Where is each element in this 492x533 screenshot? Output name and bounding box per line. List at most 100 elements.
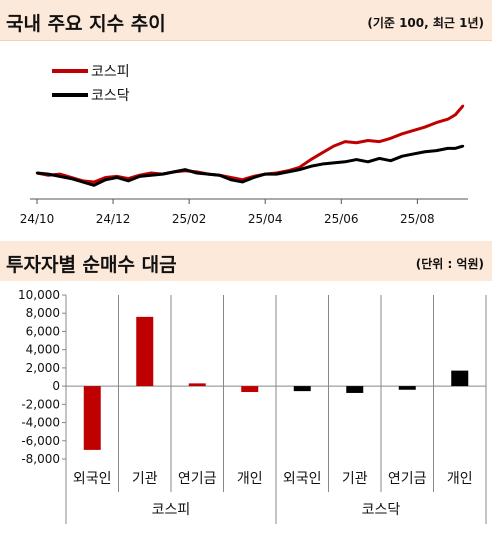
series-point (461, 104, 465, 107)
x-tick-label: 25/08 (400, 212, 435, 226)
series-point (423, 150, 427, 153)
series-point (366, 160, 370, 163)
y-tick-label: 2,000 (26, 361, 60, 375)
y-tick-label: -4,000 (21, 416, 60, 430)
series-point (355, 141, 358, 144)
series-point (104, 178, 107, 181)
series-point (412, 152, 415, 156)
x-tick-label: 25/02 (172, 212, 207, 226)
bar-5 (346, 386, 364, 393)
category-label: 연기금 (388, 471, 427, 487)
series-point (35, 171, 39, 175)
group-label: 코스피 (152, 502, 191, 518)
section-note-net-buying: (단위 : 억원) (415, 257, 484, 271)
series-point (332, 161, 335, 165)
series-point (172, 170, 176, 174)
section-note-index-trend: (기준 100, 최근 1년) (367, 16, 484, 30)
group-label: 코스닥 (362, 502, 401, 518)
series-point (206, 172, 210, 176)
y-tick-label: 0 (52, 379, 60, 393)
y-tick-label: -8,000 (21, 452, 60, 466)
header-bar-net-buying: 투자자별 순매수 대금 (단위 : 억원) (0, 241, 492, 281)
series-point (461, 144, 465, 148)
series-point (321, 162, 324, 166)
section-title-index-trend: 국내 주요 지수 추이 (6, 13, 166, 35)
series-point (343, 140, 347, 143)
category-label: 외국인 (73, 471, 112, 487)
series-point (454, 147, 457, 150)
net-buying-bar-chart: 10,000 8,000 6,000 4,000 2,000 0 -2,000 -4,000 -… (18, 288, 487, 524)
category-label: 기관 (132, 471, 158, 487)
series-point (252, 176, 256, 179)
series-point (264, 172, 267, 176)
series-point (47, 172, 50, 176)
series-point (321, 151, 324, 155)
x-tick-label: 25/06 (324, 212, 359, 226)
series-point (435, 121, 438, 124)
bar-3 (241, 386, 259, 393)
series-point (332, 144, 335, 148)
series-point (378, 157, 381, 160)
series-point (229, 178, 233, 181)
category-label: 개인 (447, 471, 473, 487)
series-point (400, 132, 404, 135)
x-tick-label: 24/10 (20, 212, 55, 226)
series-point (92, 184, 96, 187)
x-tick-label: 24/12 (96, 212, 131, 226)
bar-6 (398, 386, 416, 390)
series-point (412, 129, 415, 132)
series-point (286, 170, 290, 174)
x-tick-label: 25/04 (248, 212, 283, 226)
legend-label: 코스피 (91, 64, 130, 80)
series-point (149, 174, 153, 177)
category-label: 기관 (342, 471, 368, 487)
category-label: 개인 (237, 471, 263, 487)
series-point (184, 168, 187, 171)
series-point (58, 175, 62, 178)
series-point (400, 155, 404, 158)
bar-1 (136, 316, 154, 387)
series-point (241, 180, 244, 184)
legend-label: 코스닥 (91, 88, 130, 104)
series-point (309, 158, 313, 161)
series-point (389, 159, 392, 162)
series-point (446, 147, 449, 150)
series-point (115, 176, 119, 179)
series-point (435, 149, 438, 152)
series-point (70, 177, 73, 180)
series-point (127, 179, 130, 183)
series-point (389, 137, 392, 140)
series-point (161, 172, 164, 176)
series-point (195, 171, 198, 175)
y-tick-label: -6,000 (21, 434, 60, 448)
header-bar-index-trend: 국내 주요 지수 추이 (기준 100, 최근 1년) (0, 0, 492, 41)
series-point (138, 175, 141, 178)
y-tick-label: 10,000 (18, 288, 60, 302)
series-point (378, 140, 381, 143)
series-point (81, 180, 84, 184)
series-point (423, 125, 427, 129)
series-point (355, 158, 358, 161)
series-point (298, 168, 301, 171)
series-point (454, 113, 457, 116)
bar-4 (293, 386, 311, 392)
series-point (366, 139, 370, 142)
bar-7 (451, 370, 469, 387)
bar-0 (83, 386, 101, 450)
y-tick-label: 4,000 (26, 343, 60, 357)
series-point (218, 174, 221, 177)
series-point (275, 172, 278, 176)
y-tick-label: 8,000 (26, 306, 60, 320)
category-label: 연기금 (178, 471, 217, 487)
series-point (149, 171, 153, 175)
category-label: 외국인 (283, 471, 322, 487)
y-tick-label: -2,000 (21, 397, 60, 411)
y-tick-label: 6,000 (26, 324, 60, 338)
bar-2 (188, 383, 206, 387)
section-title-net-buying: 투자자별 순매수 대금 (6, 254, 177, 276)
series-point (92, 180, 96, 184)
series-point (446, 118, 449, 121)
series-line-0 (36, 104, 465, 184)
series-point (309, 165, 313, 168)
